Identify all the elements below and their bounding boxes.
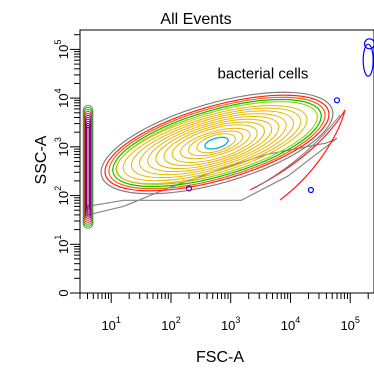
y-tick-label: 101 xyxy=(53,235,71,254)
x-axis-ticks xyxy=(80,293,368,303)
x-tick-label: 105 xyxy=(340,315,359,333)
x-tick-labels: 101 102 103 104 105 xyxy=(101,315,359,333)
y-tick-label: 103 xyxy=(53,137,71,156)
x-axis-label: FSC-A xyxy=(196,349,244,366)
contour-level-15 xyxy=(195,130,238,156)
annotation-0: bacterial cells xyxy=(218,66,309,83)
x-tick-label: 102 xyxy=(161,315,180,333)
y-axis-ticks xyxy=(70,35,80,293)
annotations: bacterial cells xyxy=(218,66,309,83)
y-tick-label: 104 xyxy=(53,88,71,107)
outlier-1 xyxy=(308,188,313,193)
x-tick-label: 104 xyxy=(281,315,300,333)
y-tick-label: 0 xyxy=(56,289,71,296)
edge-contour-1 xyxy=(87,125,90,208)
y-axis-label: SSC-A xyxy=(33,135,50,184)
edge-contour-0 xyxy=(87,127,89,206)
outlier-2 xyxy=(335,98,340,103)
contour-level-0 xyxy=(91,71,344,214)
y-tick-label: 102 xyxy=(53,186,71,205)
chart-title: All Events xyxy=(160,11,231,28)
population-contours xyxy=(91,71,345,214)
y-tick-label: 105 xyxy=(53,40,71,59)
contour-level-12 xyxy=(168,117,261,170)
x-tick-label: 101 xyxy=(101,315,120,333)
y-tick-labels: 0 101 102 103 104 105 xyxy=(53,40,71,297)
edge-population xyxy=(83,105,93,228)
x-tick-label: 103 xyxy=(221,315,240,333)
outlier-4 xyxy=(365,39,374,49)
